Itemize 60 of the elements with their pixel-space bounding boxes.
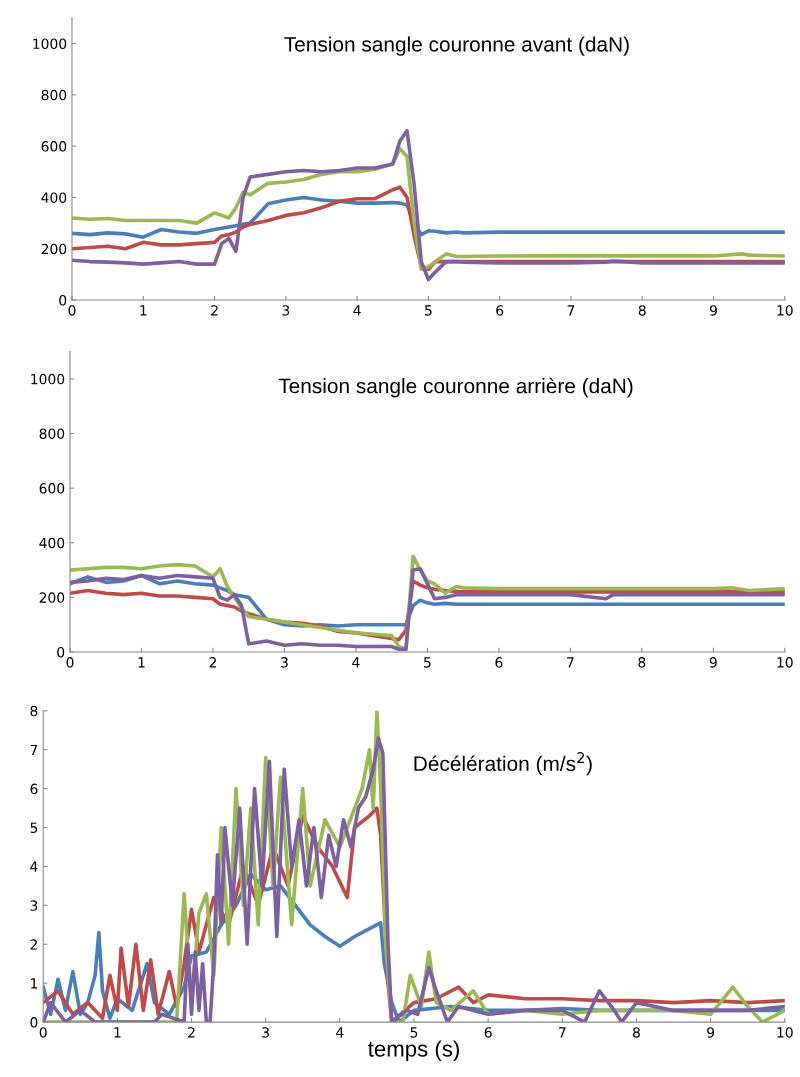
y-tick-label: 2 xyxy=(30,939,37,950)
y-tick-label: 8 xyxy=(30,705,38,717)
y-tick-label: 1 xyxy=(31,978,38,989)
x-tick-label: 3 xyxy=(281,657,288,668)
x-tick-label: 5 xyxy=(424,657,431,668)
x-tick-label: 7 xyxy=(567,657,574,668)
x-tick-label: 6 xyxy=(484,1027,492,1038)
x-tick-label: 8 xyxy=(638,305,646,316)
y-tick-label: 200 xyxy=(41,243,67,255)
y-tick-label: 800 xyxy=(41,89,67,101)
x-tick-label: 10 xyxy=(777,305,793,316)
y-tick-label: 1000 xyxy=(31,373,65,385)
x-tick-label: 2 xyxy=(188,1027,195,1038)
y-tick-label: 200 xyxy=(39,592,65,603)
x-tick-label: 0 xyxy=(68,305,76,316)
x-tick-label: 6 xyxy=(495,657,503,668)
x-tick-label: 0 xyxy=(66,657,74,668)
x-tick-label: 3 xyxy=(282,305,290,316)
line-series xyxy=(72,195,785,240)
y-tick-label: 5 xyxy=(30,822,38,834)
text: Tension sangle couronne avant (daN) xyxy=(284,36,629,56)
x-tick-label: 8 xyxy=(633,1027,640,1038)
y-tick-label: 0 xyxy=(57,646,65,658)
x-tick-label: 5 xyxy=(425,305,432,316)
x-axis-title: temps (s) xyxy=(368,1040,459,1062)
x-tick-label: 1 xyxy=(138,657,145,668)
y-tick-label: 600 xyxy=(41,141,67,152)
x-tick-label: 4 xyxy=(352,657,360,668)
x-tick-label: 9 xyxy=(709,657,717,668)
x-tick-label: 3 xyxy=(262,1027,269,1038)
y-tick-label: 800 xyxy=(39,428,65,439)
y-tick-label: 0 xyxy=(30,1017,38,1028)
text: Décélération (m/s$^{2}$) xyxy=(414,752,592,776)
x-tick-label: 2 xyxy=(211,305,218,316)
text: Tension sangle couronne arrière (daN) xyxy=(278,377,633,398)
x-tick-label: 1 xyxy=(140,305,147,316)
x-tick-label: 8 xyxy=(638,657,646,668)
x-tick-label: 7 xyxy=(559,1027,566,1038)
y-tick-label: 400 xyxy=(39,537,65,549)
line-series xyxy=(72,128,785,282)
x-tick-label: 4 xyxy=(353,305,361,316)
y-tick-label: 7 xyxy=(30,744,38,755)
y-tick-label: 600 xyxy=(39,483,65,494)
x-tick-label: 9 xyxy=(707,1027,715,1038)
x-tick-label: 1 xyxy=(114,1027,121,1038)
x-tick-label: 10 xyxy=(777,1027,793,1038)
x-tick-label: 4 xyxy=(336,1027,344,1038)
x-tick-label: 7 xyxy=(567,305,575,316)
x-tick-label: 10 xyxy=(777,657,793,668)
line-series xyxy=(72,146,785,272)
y-tick-label: 3 xyxy=(30,900,38,911)
y-tick-label: 6 xyxy=(30,783,38,795)
x-tick-label: 2 xyxy=(209,657,216,668)
x-tick-label: 5 xyxy=(410,1027,418,1038)
y-tick-label: 400 xyxy=(41,192,67,203)
y-tick-label: 4 xyxy=(30,861,38,872)
y-tick-label: 0 xyxy=(59,295,67,306)
y-tick-label: 1000 xyxy=(33,38,67,49)
x-tick-label: 6 xyxy=(496,305,504,316)
x-tick-label: 9 xyxy=(709,305,717,316)
